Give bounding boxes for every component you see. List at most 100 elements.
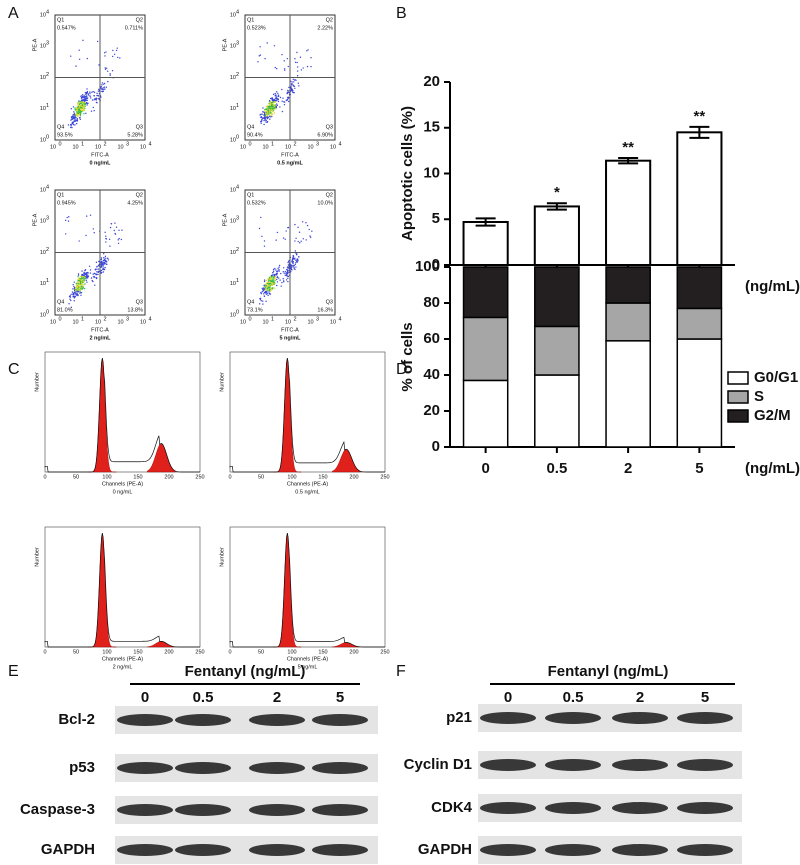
event-dot: [74, 107, 76, 109]
event-dot: [263, 240, 266, 242]
x-tick-base: 10: [50, 144, 56, 150]
y-tick-exp: 1: [236, 278, 239, 284]
y-tick-exp: 3: [46, 216, 49, 222]
bar-segment: [676, 307, 723, 340]
x-tick-base: 10: [50, 319, 56, 325]
event-dot: [81, 270, 83, 272]
x-tick-exp: 2: [294, 316, 297, 322]
event-dot: [76, 102, 79, 104]
event-dot: [72, 106, 75, 108]
event-dot: [297, 226, 299, 229]
x-tick-exp: 0: [59, 316, 62, 322]
bar-segment: [605, 266, 651, 304]
event-dot: [268, 103, 271, 105]
y-tick-label: 100: [415, 258, 440, 275]
event-dot: [283, 68, 286, 70]
x-tick-exp: 0: [249, 316, 252, 322]
x-tick-label: 250: [195, 474, 204, 480]
event-dot: [265, 284, 267, 287]
event-dot: [271, 282, 273, 284]
cell-cycle-plot: 0 50 100 150 200 250 Channels (PE-A) Number 0.5 …: [219, 351, 390, 495]
band: [545, 844, 601, 856]
event-dot: [74, 296, 77, 298]
quadrant-value: 4.25%: [127, 200, 143, 206]
event-dot: [271, 114, 273, 116]
event-dot: [259, 54, 262, 56]
plot-frame: [44, 351, 201, 473]
x-tick-base: 10: [140, 144, 146, 150]
event-dot: [276, 231, 279, 234]
event-dot: [269, 286, 271, 289]
event-dot: [274, 276, 277, 278]
event-dot: [267, 110, 269, 112]
event-dot: [89, 269, 92, 271]
quadrant-name: Q4: [247, 124, 254, 130]
bar: [676, 131, 723, 266]
event-dot: [98, 64, 100, 66]
event-dot: [263, 280, 266, 283]
g1-peak: [273, 532, 302, 648]
significance: **: [694, 108, 706, 125]
event-dot: [96, 268, 98, 270]
event-dot: [268, 282, 270, 285]
event-dot: [258, 55, 260, 57]
event-dot: [86, 90, 89, 93]
event-dot: [294, 223, 296, 226]
event-dot: [97, 268, 100, 270]
x-tick-label: 150: [133, 649, 142, 655]
event-dot: [72, 114, 75, 116]
event-dot: [77, 275, 79, 278]
event-dot: [278, 266, 280, 268]
event-dot: [296, 75, 299, 77]
event-dot: [277, 92, 279, 94]
event-dot: [86, 276, 89, 278]
event-dot: [274, 101, 276, 104]
event-dot: [292, 84, 295, 86]
event-dot: [73, 111, 75, 113]
event-dot: [104, 88, 106, 90]
x-tick-base: 10: [95, 319, 101, 325]
event-dot: [73, 117, 76, 120]
x-tick-base: 10: [72, 144, 78, 150]
event-dot: [72, 288, 74, 290]
event-dot: [292, 262, 294, 265]
x-tick-exp: 2: [104, 316, 107, 322]
event-dot: [72, 296, 74, 298]
event-dot: [273, 108, 275, 111]
y-axis-label: Number: [34, 547, 40, 567]
event-dot: [297, 260, 299, 262]
x-tick-exp: 3: [126, 316, 129, 322]
dose-label: 5: [701, 689, 709, 706]
event-dot: [79, 278, 81, 281]
cell-cycle-plot: 0 50 100 150 200 250 Channels (PE-A) Number 5 ng…: [219, 526, 390, 670]
event-dot: [82, 276, 85, 279]
event-dot: [105, 260, 108, 262]
event-dot: [85, 279, 87, 282]
event-dot: [84, 272, 86, 275]
event-dot: [78, 240, 80, 242]
event-dot: [85, 215, 88, 217]
quadrant-value: 93.5%: [57, 132, 73, 138]
x-axis-label: Channels (PE-A): [287, 481, 328, 487]
event-dot: [297, 82, 300, 84]
quadrant-name: Q1: [57, 17, 64, 23]
y-tick-base: 10: [230, 12, 236, 18]
event-dot: [91, 279, 93, 282]
event-dot: [75, 282, 78, 285]
event-dot: [102, 269, 104, 271]
event-dot: [283, 272, 285, 274]
event-dot: [302, 238, 305, 240]
event-dot: [75, 290, 77, 292]
x-tick-exp: 4: [339, 316, 342, 322]
event-dot: [298, 231, 301, 233]
event-dot: [80, 113, 82, 115]
event-dot: [109, 74, 111, 76]
event-dot: [274, 104, 276, 107]
event-dot: [73, 281, 76, 283]
event-dot: [83, 271, 85, 274]
event-dot: [84, 105, 86, 108]
x-tick-label: 100: [102, 474, 111, 480]
event-dot: [105, 86, 107, 88]
band: [677, 712, 733, 724]
plot-frame: [229, 351, 386, 473]
